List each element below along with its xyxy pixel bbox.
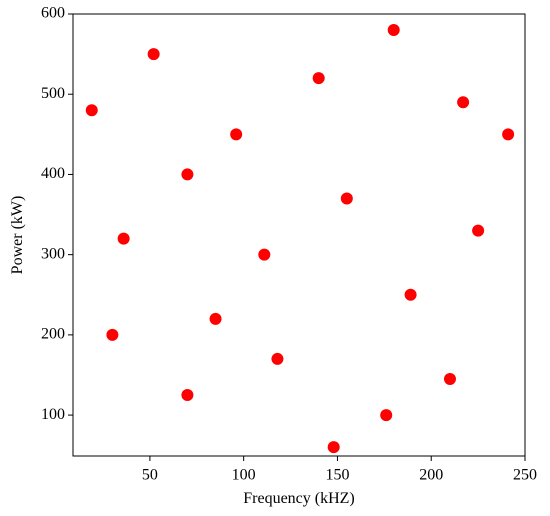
plot-frame [72,13,526,457]
point [271,352,284,365]
x-tick-label: 200 [419,467,443,484]
x-tick-label: 250 [513,467,537,484]
y-tick-label: 500 [41,85,65,102]
point [380,409,393,422]
y-tick-label: 400 [41,165,65,182]
point [230,128,243,141]
point [387,24,400,37]
point [147,48,160,61]
point [117,232,130,245]
point [312,72,325,85]
y-tick-label: 600 [41,5,65,22]
point [340,192,353,205]
point [181,389,194,402]
point [443,372,456,385]
y-tick-label: 200 [41,326,65,343]
point [472,224,485,237]
x-tick-label: 50 [142,467,158,484]
point [457,96,470,109]
x-tick-label: 100 [232,467,256,484]
point [502,128,515,141]
point [258,248,271,261]
point [404,288,417,301]
y-axis-label: Power (kW) [9,196,26,275]
x-tick-label: 150 [325,467,349,484]
point [209,312,222,325]
point [181,168,194,181]
point [106,328,119,341]
y-tick-label: 300 [41,245,65,262]
point [327,441,340,454]
point [85,104,98,117]
y-tick-label: 100 [41,406,65,423]
x-axis-label: Frequency (kHZ) [243,490,355,507]
